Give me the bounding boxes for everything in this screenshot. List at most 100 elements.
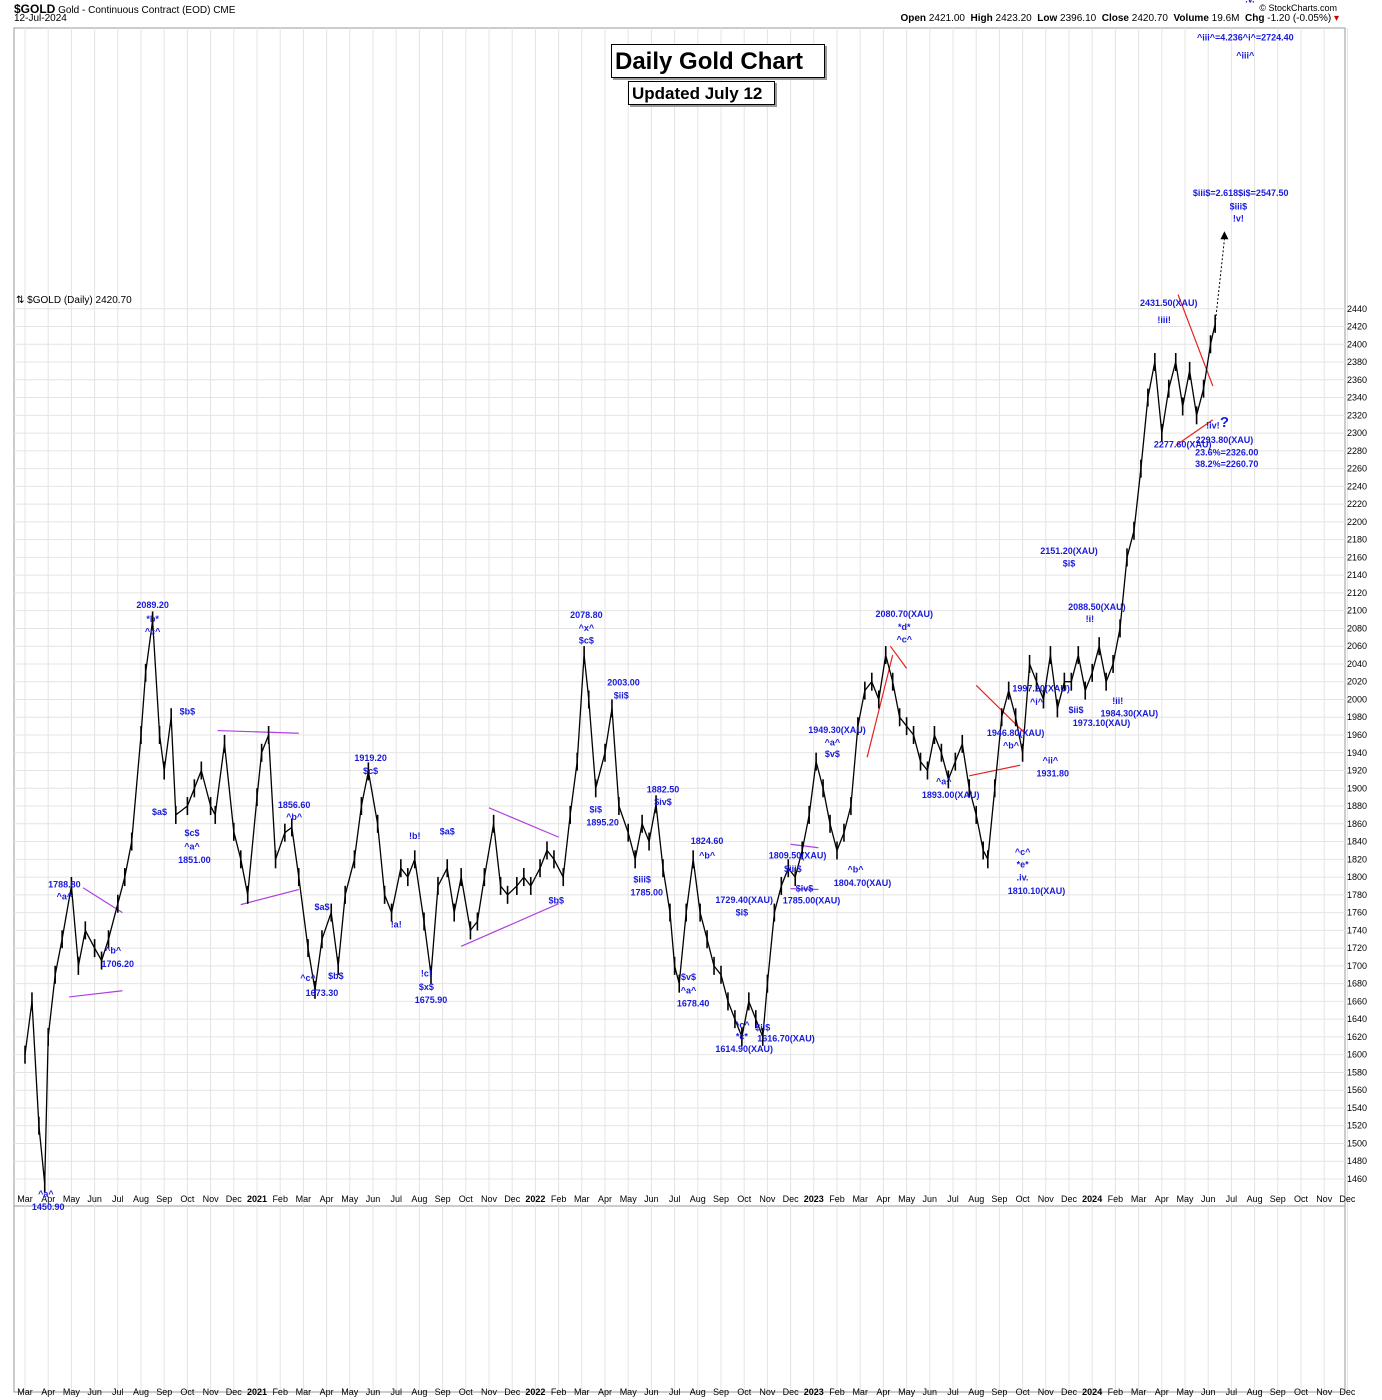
wave-label: $iii$	[784, 864, 802, 874]
wave-label: !ii!	[1112, 696, 1123, 706]
x-tick-label-lower: Jun	[1201, 1387, 1216, 1397]
chg-label: Chg	[1245, 13, 1265, 24]
chart-subtitle: Updated July 12	[628, 81, 775, 105]
x-tick-label: Sep	[1270, 1194, 1286, 1204]
x-tick-label: May	[63, 1194, 81, 1204]
x-tick-label-lower: Mar	[296, 1387, 312, 1397]
wave-label: $c$	[363, 766, 378, 776]
purple-trendline	[460, 903, 559, 947]
wave-label: 1984.30(XAU)	[1101, 708, 1159, 718]
wave-label: 1931.80	[1036, 769, 1069, 779]
x-tick-label-lower: May	[63, 1387, 81, 1397]
x-tick-label-lower: May	[341, 1387, 359, 1397]
close-value: 2420.70	[1131, 13, 1168, 24]
wave-label: !c!	[421, 969, 432, 979]
x-tick-label-lower: Apr	[876, 1387, 890, 1397]
x-tick-label: 2021	[247, 1194, 267, 1204]
wave-label: !a!	[391, 920, 402, 930]
legend-text: $GOLD (Daily) 2420.70	[27, 295, 132, 306]
purple-trendline	[790, 888, 819, 891]
x-tick-label: Feb	[551, 1194, 567, 1204]
x-tick-label: Oct	[180, 1194, 195, 1204]
y-tick-label: 1660	[1347, 996, 1367, 1006]
x-tick-label: Jun	[644, 1194, 659, 1204]
wave-label: *e*	[1017, 859, 1030, 869]
x-tick-label-lower: Feb	[272, 1387, 288, 1397]
wave-label: ^iii^=4.236^i^=2724.40	[1197, 33, 1294, 43]
y-tick-label: 1900	[1347, 783, 1367, 793]
wave-label: $i$	[1063, 558, 1076, 568]
x-tick-label: Aug	[411, 1194, 427, 1204]
wave-label: ^b^	[286, 812, 303, 822]
x-tick-label: Apr	[1155, 1194, 1169, 1204]
y-tick-label: 2260	[1347, 464, 1367, 474]
wave-label: ^c^	[897, 635, 913, 645]
y-tick-label: 2120	[1347, 588, 1367, 598]
wave-label: $ii$	[614, 691, 629, 701]
x-tick-label: Nov	[481, 1194, 498, 1204]
wave-label: 2089.20	[136, 600, 169, 610]
wave-labels: 1788.80^a^^b^1706.20^a^1450.902089.20*b*…	[32, 0, 1294, 1212]
y-axis: 1460 1480 1500 1520 1540 1560 1580 1600 1620 1640…	[1347, 304, 1367, 1184]
x-tick-label: Dec	[783, 1194, 800, 1204]
x-tick-label: Feb	[1108, 1194, 1124, 1204]
wave-label: 38.2%=2260.70	[1195, 459, 1258, 469]
wave-label: ^a^	[57, 891, 73, 901]
x-tick-label-lower: Aug	[1247, 1387, 1263, 1397]
x-tick-label-lower: Jun	[87, 1387, 102, 1397]
x-tick-label-lower: Feb	[1108, 1387, 1124, 1397]
x-tick-label: Dec	[1339, 1194, 1356, 1204]
wave-label: 1788.80	[48, 880, 81, 890]
wave-label: 1450.90	[32, 1202, 65, 1212]
x-tick-label-lower: Oct	[180, 1387, 195, 1397]
y-tick-label: 2420	[1347, 322, 1367, 332]
x-tick-label: Sep	[156, 1194, 172, 1204]
x-tick-label-lower: 2023	[804, 1387, 824, 1397]
x-tick-label-lower: May	[1176, 1387, 1194, 1397]
x-tick-label-lower: Apr	[1155, 1387, 1169, 1397]
x-tick-label-lower: Dec	[504, 1387, 521, 1397]
x-tick-label-lower: Apr	[598, 1387, 612, 1397]
wave-label: 1895.20	[586, 818, 619, 828]
y-tick-label: 2400	[1347, 339, 1367, 349]
x-tick-label-lower: Jun	[366, 1387, 381, 1397]
wave-label: ^c^	[1015, 847, 1031, 857]
y-tick-label: 2180	[1347, 535, 1367, 545]
wave-label: 1893.00(XAU)	[922, 790, 980, 800]
y-tick-label: 2020	[1347, 677, 1367, 687]
y-tick-label: 1840	[1347, 837, 1367, 847]
x-tick-label-lower: Oct	[459, 1387, 474, 1397]
wave-label: *d*	[898, 622, 911, 632]
wave-label: 1809.50(XAU)	[769, 850, 827, 860]
x-tick-label: Nov	[1038, 1194, 1055, 1204]
wave-label: ^iii^	[1236, 50, 1255, 60]
wave-label: $iv$	[796, 883, 814, 893]
wave-label: !v!	[1233, 214, 1244, 224]
y-tick-label: 1980	[1347, 712, 1367, 722]
x-tick-label: Jun	[923, 1194, 938, 1204]
x-tick-label-lower: May	[620, 1387, 638, 1397]
wave-label: $iv$	[654, 797, 672, 807]
wave-label: ^b^	[848, 865, 865, 875]
x-tick-label-lower: Aug	[411, 1387, 427, 1397]
x-tick-label-lower: Jul	[1226, 1387, 1238, 1397]
wave-label: $ii$	[755, 1023, 770, 1033]
x-tick-label: Sep	[435, 1194, 451, 1204]
x-tick-label-lower: Sep	[156, 1387, 172, 1397]
x-tick-label-lower: Feb	[551, 1387, 567, 1397]
x-tick-label-lower: Aug	[133, 1387, 149, 1397]
x-tick-label: Oct	[737, 1194, 752, 1204]
wave-label: *b*	[146, 614, 159, 624]
wave-label: $c$	[185, 828, 200, 838]
wave-label: 1785.00	[630, 888, 663, 898]
wave-label: 2088.50(XAU)	[1068, 602, 1126, 612]
header-symbol-line: $GOLD Gold - Continuous Contract (EOD) C…	[14, 2, 235, 16]
low-label: Low	[1037, 13, 1058, 24]
wave-label: $a$	[152, 807, 167, 817]
x-tick-label: Aug	[1247, 1194, 1263, 1204]
y-tick-label: 2380	[1347, 357, 1367, 367]
purple-trendline	[488, 807, 559, 838]
symbol: $GOLD	[14, 2, 56, 16]
purple-trendline	[790, 843, 819, 849]
